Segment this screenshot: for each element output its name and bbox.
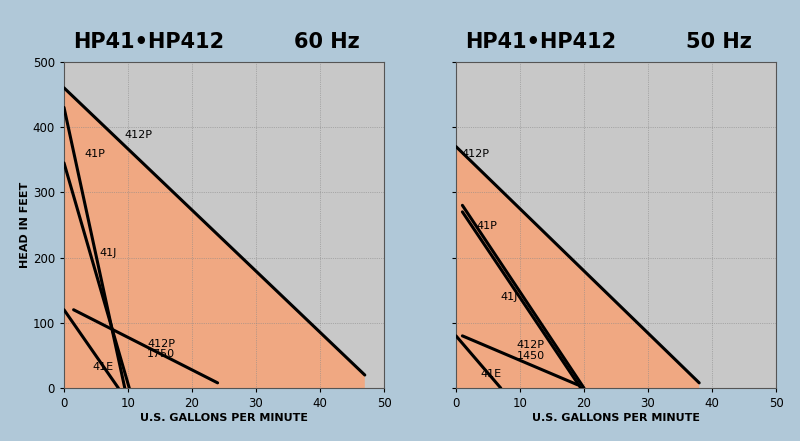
Polygon shape	[456, 146, 699, 388]
Text: 41E: 41E	[480, 369, 502, 379]
Text: 41P: 41P	[85, 149, 106, 159]
Polygon shape	[64, 88, 365, 388]
Y-axis label: HEAD IN FEET: HEAD IN FEET	[20, 182, 30, 268]
Text: 41P: 41P	[477, 221, 498, 231]
X-axis label: U.S. GALLONS PER MINUTE: U.S. GALLONS PER MINUTE	[140, 413, 308, 423]
Text: HP41•HP412: HP41•HP412	[466, 32, 617, 52]
Text: 412P: 412P	[125, 130, 153, 140]
Text: 50 Hz: 50 Hz	[686, 32, 752, 52]
Text: 60 Hz: 60 Hz	[294, 32, 360, 52]
Text: HP41•HP412: HP41•HP412	[74, 32, 225, 52]
Text: 41J: 41J	[99, 248, 117, 258]
Text: 41J: 41J	[501, 292, 518, 302]
X-axis label: U.S. GALLONS PER MINUTE: U.S. GALLONS PER MINUTE	[532, 413, 700, 423]
Text: 41E: 41E	[93, 362, 114, 372]
Text: 412P
1750: 412P 1750	[147, 339, 175, 359]
Text: 412P
1450: 412P 1450	[517, 340, 545, 361]
Text: 412P: 412P	[461, 149, 489, 159]
